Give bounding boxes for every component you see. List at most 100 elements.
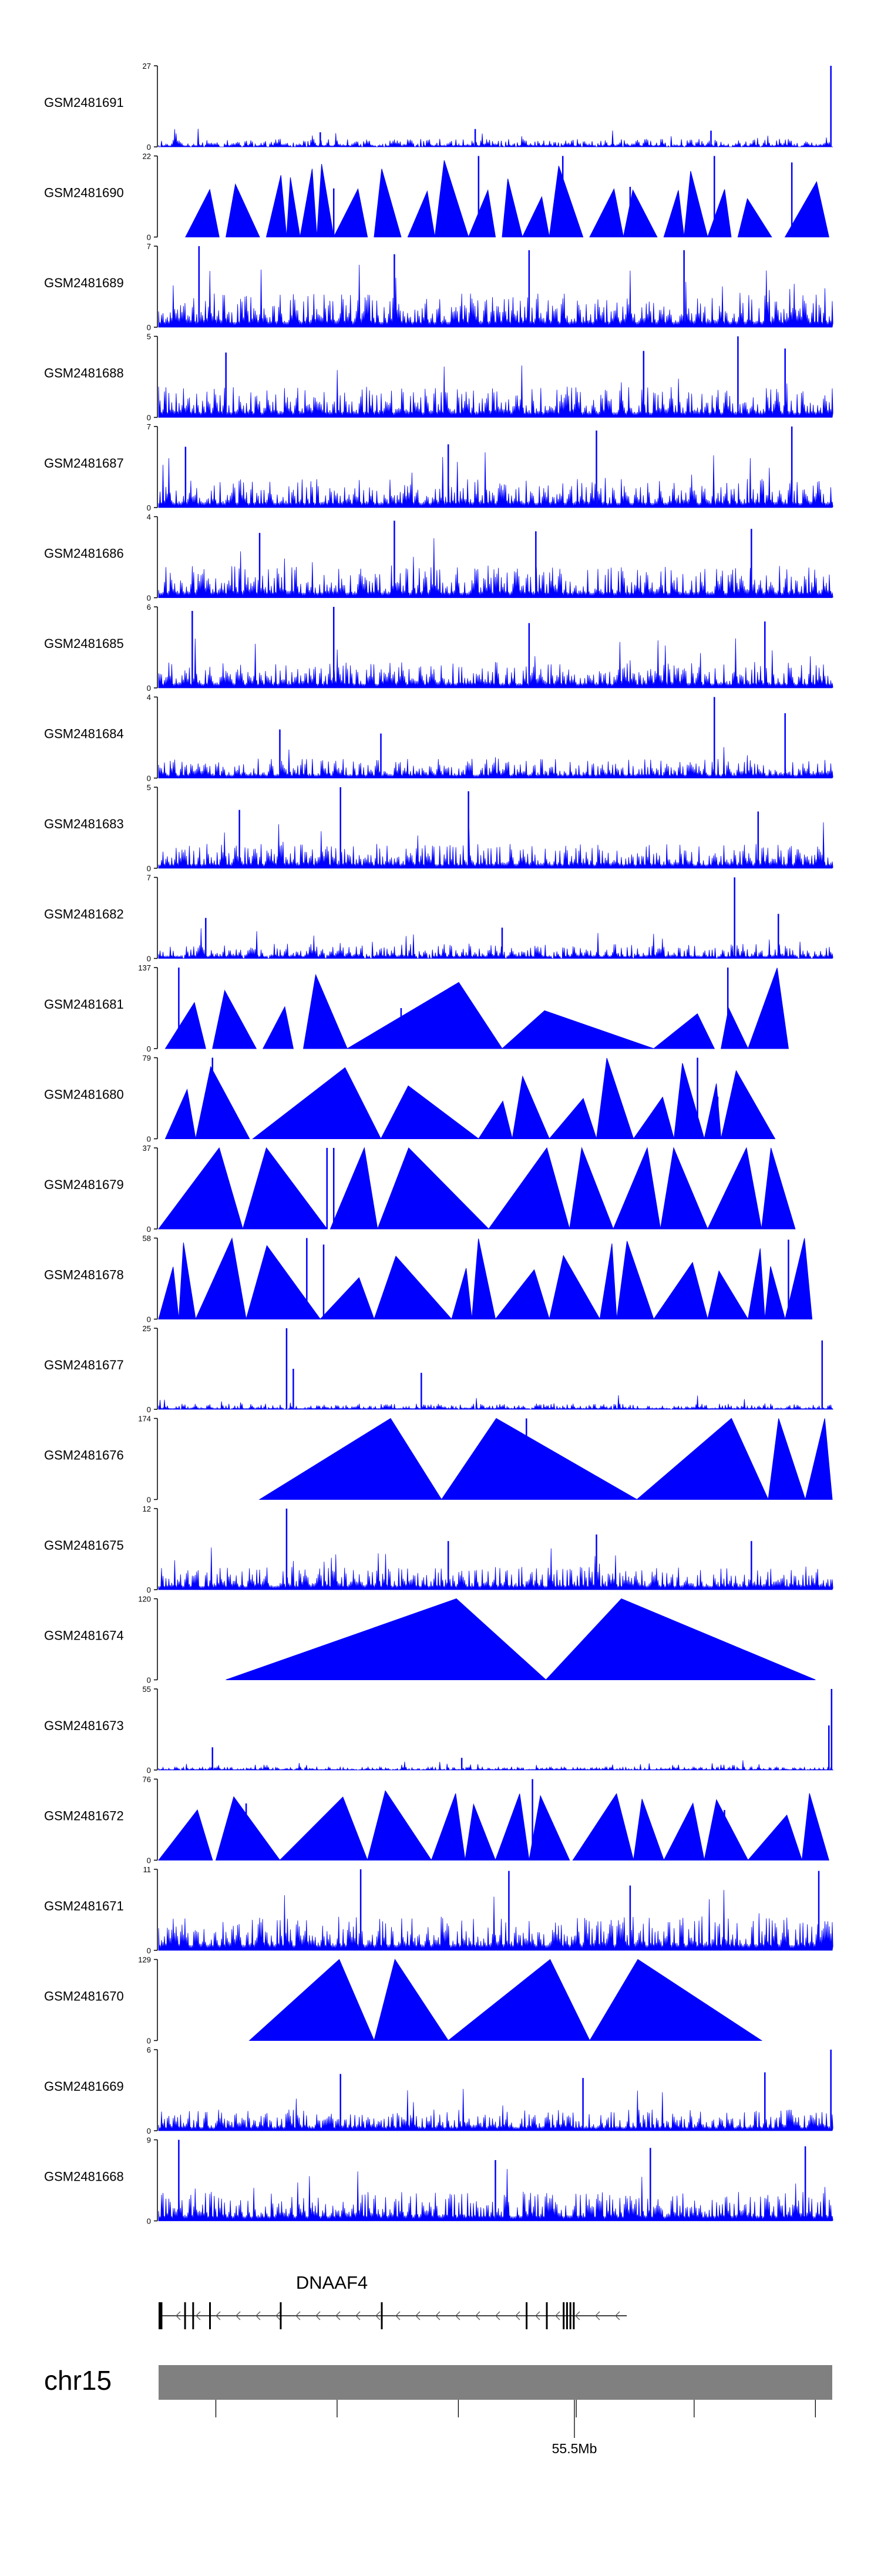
track-label: GSM2481675 bbox=[44, 1538, 124, 1553]
gene-exon bbox=[546, 2302, 548, 2329]
track-label: GSM2481671 bbox=[44, 1899, 124, 1913]
y-axis-min-label: 0 bbox=[147, 2127, 151, 2135]
y-axis-min-label: 0 bbox=[147, 774, 151, 783]
track-label: GSM2481682 bbox=[44, 907, 124, 922]
y-axis-min-label: 0 bbox=[147, 684, 151, 693]
y-axis-max-label: 5 bbox=[147, 783, 151, 792]
strand-arrow bbox=[375, 2311, 381, 2320]
y-axis-max-label: 129 bbox=[138, 1956, 151, 1964]
y-axis-min-label: 0 bbox=[147, 955, 151, 963]
strand-arrow bbox=[415, 2311, 421, 2320]
strand-arrow bbox=[335, 2311, 341, 2320]
chromosome-bar bbox=[159, 2365, 832, 2400]
gene-exon bbox=[381, 2302, 383, 2329]
track: GSM2481691 27 0 bbox=[44, 62, 833, 152]
strand-arrow bbox=[236, 2311, 241, 2320]
y-axis-max-label: 79 bbox=[143, 1054, 151, 1063]
track-area bbox=[158, 264, 833, 328]
track: GSM2481675 12 0 bbox=[44, 1504, 833, 1594]
strand-arrow bbox=[355, 2311, 361, 2320]
track-area bbox=[158, 747, 833, 779]
strand-arrow bbox=[255, 2311, 261, 2320]
track-label: GSM2481674 bbox=[44, 1628, 124, 1643]
gene-exon bbox=[566, 2302, 568, 2329]
track-area bbox=[157, 1790, 829, 1860]
y-axis-min-label: 0 bbox=[147, 1496, 151, 1504]
strand-arrow bbox=[216, 2311, 221, 2320]
track: GSM2481674 120 0 bbox=[44, 1595, 816, 1685]
y-axis-max-label: 6 bbox=[147, 2046, 151, 2054]
y-axis-min-label: 0 bbox=[147, 864, 151, 873]
track-label: GSM2481684 bbox=[44, 727, 124, 741]
strand-arrow bbox=[295, 2311, 301, 2320]
y-axis-min-label: 0 bbox=[147, 1135, 151, 1144]
track-label: GSM2481673 bbox=[44, 1718, 124, 1733]
y-axis-max-label: 37 bbox=[143, 1144, 151, 1153]
y-axis-max-label: 55 bbox=[143, 1685, 151, 1694]
strand-arrow bbox=[555, 2311, 560, 2320]
track-label: GSM2481677 bbox=[44, 1358, 124, 1372]
y-axis-min-label: 0 bbox=[147, 594, 151, 603]
track-area bbox=[158, 452, 833, 508]
y-axis-max-label: 11 bbox=[143, 1865, 152, 1874]
strand-arrow bbox=[435, 2311, 441, 2320]
track-label: GSM2481691 bbox=[44, 95, 124, 110]
gene-annotation-track: DNAAF4 bbox=[159, 2272, 627, 2329]
track-area bbox=[164, 1057, 776, 1139]
gene-exon bbox=[563, 2302, 565, 2329]
track: GSM2481687 7 0 bbox=[44, 422, 833, 512]
track-label: GSM2481668 bbox=[44, 2169, 124, 2184]
gene-exon bbox=[280, 2302, 282, 2329]
y-axis-max-label: 120 bbox=[138, 1595, 151, 1604]
track-label: GSM2481676 bbox=[44, 1448, 124, 1463]
strand-arrow bbox=[495, 2311, 500, 2320]
track: GSM2481683 5 0 bbox=[44, 783, 833, 873]
gene-exon bbox=[573, 2302, 575, 2329]
track: GSM2481673 55 0 bbox=[44, 1685, 834, 1775]
track-label: GSM2481690 bbox=[44, 186, 124, 200]
track-area bbox=[158, 1147, 796, 1230]
y-axis-max-label: 4 bbox=[147, 693, 151, 702]
track-area bbox=[158, 1760, 834, 1771]
track: GSM2481677 25 0 bbox=[44, 1324, 833, 1414]
track-area bbox=[158, 1547, 833, 1590]
strand-arrow bbox=[595, 2311, 600, 2320]
track-label: GSM2481672 bbox=[44, 1809, 124, 1823]
track-label: GSM2481681 bbox=[44, 997, 124, 1012]
gene-exon bbox=[192, 2302, 194, 2329]
track: GSM2481671 11 0 bbox=[44, 1865, 833, 1955]
y-axis-min-label: 0 bbox=[147, 1586, 151, 1594]
track-area bbox=[185, 160, 829, 237]
track-label: GSM2481678 bbox=[44, 1268, 124, 1282]
y-axis-max-label: 7 bbox=[147, 422, 151, 431]
track: GSM2481681 137 0 bbox=[44, 963, 789, 1053]
track: GSM2481682 7 0 bbox=[44, 874, 833, 963]
gene-exon bbox=[160, 2302, 163, 2329]
track: GSM2481668 9 0 bbox=[44, 2136, 833, 2226]
y-axis-max-label: 58 bbox=[143, 1234, 151, 1243]
axis-ticks bbox=[215, 2400, 816, 2438]
y-axis-min-label: 0 bbox=[147, 233, 151, 242]
chromosome-axis-track: chr15 55.5Mb bbox=[44, 2365, 832, 2456]
track-area bbox=[226, 1598, 816, 1680]
gene-label: DNAAF4 bbox=[296, 2272, 368, 2293]
strand-arrow bbox=[535, 2311, 540, 2320]
y-axis-min-label: 0 bbox=[147, 503, 151, 512]
y-axis-max-label: 7 bbox=[147, 242, 151, 251]
y-axis-max-label: 5 bbox=[147, 333, 151, 341]
track-area bbox=[158, 538, 833, 598]
track-label: GSM2481689 bbox=[44, 276, 124, 290]
track-area bbox=[158, 365, 833, 418]
y-axis-max-label: 22 bbox=[143, 152, 151, 161]
track-area bbox=[158, 2088, 833, 2131]
track-area bbox=[158, 928, 833, 959]
gene-exon bbox=[526, 2302, 528, 2329]
y-axis-max-label: 9 bbox=[147, 2136, 151, 2145]
track: GSM2481679 37 0 bbox=[44, 1144, 796, 1234]
track: GSM2481685 6 0 bbox=[44, 603, 833, 693]
track: GSM2481678 58 0 bbox=[44, 1234, 813, 1324]
strand-arrow bbox=[196, 2311, 201, 2320]
y-axis-max-label: 27 bbox=[143, 62, 151, 70]
y-axis-min-label: 0 bbox=[147, 1315, 151, 1324]
